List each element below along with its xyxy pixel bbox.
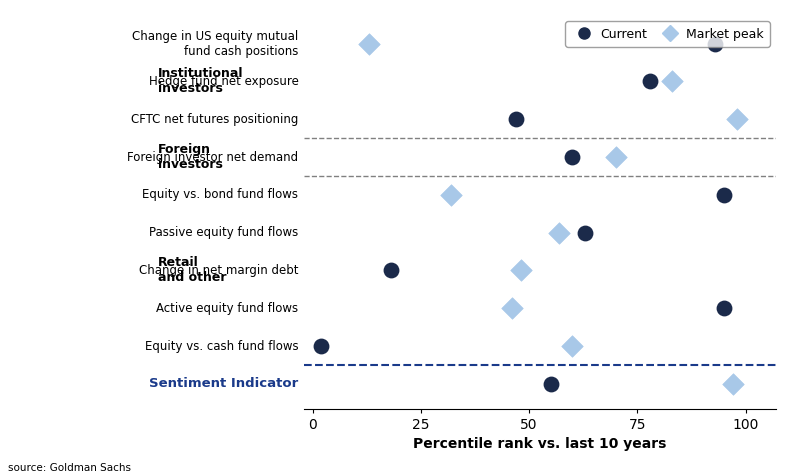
Point bbox=[514, 266, 527, 274]
Point bbox=[718, 304, 730, 312]
Point bbox=[506, 304, 518, 312]
Point bbox=[384, 266, 397, 274]
X-axis label: Percentile rank vs. last 10 years: Percentile rank vs. last 10 years bbox=[414, 437, 666, 451]
Legend: Current, Market peak: Current, Market peak bbox=[566, 21, 770, 47]
Point bbox=[545, 380, 558, 388]
Point bbox=[553, 229, 566, 237]
Point bbox=[579, 229, 592, 237]
Point bbox=[315, 342, 328, 350]
Point bbox=[445, 191, 458, 199]
Point bbox=[566, 153, 579, 161]
Point bbox=[709, 40, 722, 48]
Point bbox=[666, 77, 678, 85]
Point bbox=[510, 115, 522, 123]
Point bbox=[644, 77, 657, 85]
Text: Retail
and other: Retail and other bbox=[158, 256, 226, 285]
Text: Foreign
investors: Foreign investors bbox=[158, 143, 222, 171]
Text: source: Goldman Sachs: source: Goldman Sachs bbox=[8, 463, 131, 473]
Point bbox=[610, 153, 622, 161]
Text: Institutional
investors: Institutional investors bbox=[158, 67, 243, 95]
Point bbox=[566, 342, 579, 350]
Point bbox=[726, 380, 739, 388]
Point bbox=[730, 115, 743, 123]
Point bbox=[718, 191, 730, 199]
Point bbox=[362, 40, 375, 48]
